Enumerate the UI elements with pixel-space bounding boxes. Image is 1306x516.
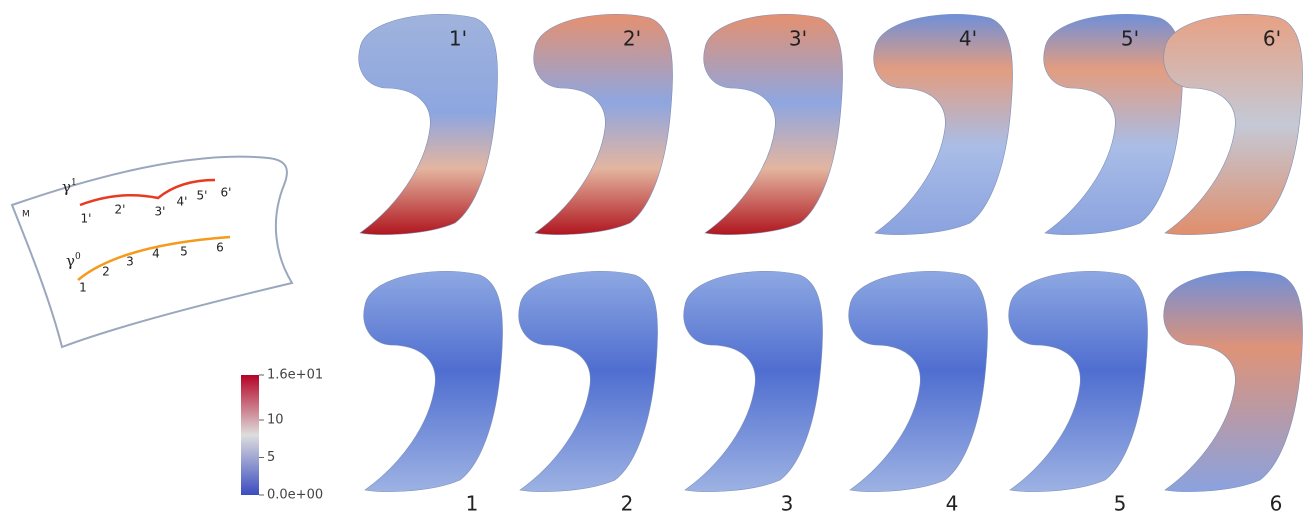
surface-label: 4	[946, 492, 959, 516]
surface-label: 4'	[959, 27, 977, 51]
point-label: 6'	[221, 186, 232, 200]
surface	[848, 270, 988, 492]
surface	[518, 270, 658, 492]
point-label: 3'	[155, 205, 166, 219]
surface-label: 5'	[1121, 27, 1139, 51]
manifold-outline	[10, 155, 294, 349]
surface-label: 3'	[789, 27, 807, 51]
curve-1	[79, 178, 216, 207]
curve-0	[77, 235, 231, 281]
surface-label: 1	[466, 492, 479, 516]
point-label: 4'	[177, 195, 188, 209]
surface	[1163, 13, 1303, 235]
surface	[683, 270, 823, 492]
point-label: 5'	[197, 189, 208, 203]
surface	[1163, 270, 1303, 492]
colorbar-tick-label: 0.0e+00	[267, 488, 323, 503]
colorbar	[241, 375, 259, 495]
point-label: 3	[126, 255, 134, 269]
point-label: 4	[152, 247, 160, 261]
surface-label: 6'	[1263, 27, 1281, 51]
surface-label: 2	[621, 492, 634, 516]
point-label: 5	[180, 245, 188, 259]
surface	[358, 13, 498, 235]
surface-label: 5	[1114, 492, 1127, 516]
colorbar-tick-label: 1.6e+01	[267, 368, 323, 383]
surface	[533, 13, 673, 235]
surface	[1043, 13, 1183, 235]
curve-label: γ1	[62, 178, 77, 197]
surface-label: 1'	[449, 27, 467, 51]
curve-label: γ0	[66, 252, 81, 271]
surface-label: 3	[781, 492, 794, 516]
point-label: 2'	[115, 203, 126, 217]
surface-label: 6	[1270, 492, 1283, 516]
colorbar-tick-label: 5	[267, 450, 275, 465]
surface	[1008, 270, 1148, 492]
point-label: 6	[216, 241, 224, 255]
colorbar-tick-label: 10	[267, 413, 284, 428]
manifold-label: M	[22, 210, 30, 220]
point-label: 1'	[81, 212, 92, 226]
surface-label: 2'	[623, 27, 641, 51]
point-label: 1	[79, 281, 87, 295]
surface	[703, 13, 843, 235]
surface	[363, 270, 503, 492]
point-label: 2	[102, 265, 110, 279]
surface	[873, 13, 1013, 235]
